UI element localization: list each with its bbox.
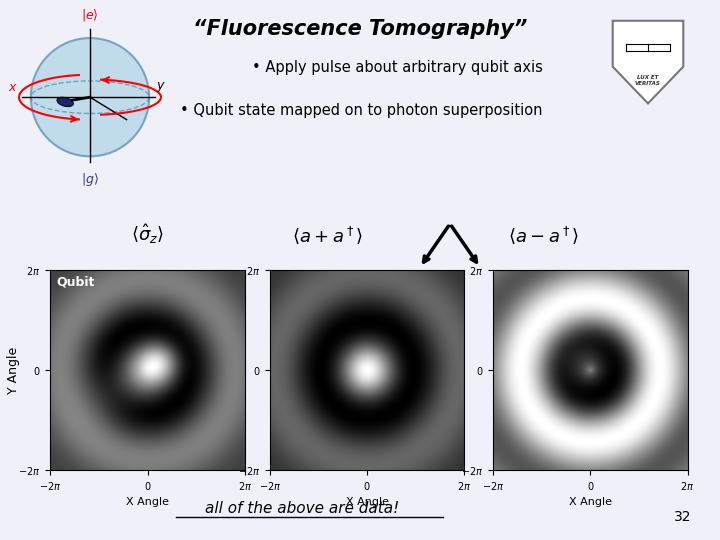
Text: • Qubit state mapped on to photon superposition: • Qubit state mapped on to photon superp… <box>180 103 542 118</box>
X-axis label: X Angle: X Angle <box>126 497 169 507</box>
Text: $x$: $x$ <box>8 81 18 94</box>
Text: $|g\rangle$: $|g\rangle$ <box>81 171 99 188</box>
Text: Qubit: Qubit <box>56 276 94 289</box>
Text: all of the above are data!: all of the above are data! <box>205 501 400 516</box>
X-axis label: X Angle: X Angle <box>569 497 612 507</box>
Text: $y$: $y$ <box>156 80 166 94</box>
Ellipse shape <box>57 97 73 106</box>
Circle shape <box>31 38 149 157</box>
Text: $\langle a-a^\dagger \rangle$: $\langle a-a^\dagger \rangle$ <box>508 225 579 246</box>
Text: • Apply pulse about arbitrary qubit axis: • Apply pulse about arbitrary qubit axis <box>252 60 543 76</box>
Text: Y Angle: Y Angle <box>7 346 20 394</box>
Text: $\langle \hat{\sigma}_z \rangle$: $\langle \hat{\sigma}_z \rangle$ <box>131 222 164 246</box>
Text: $\langle a+a^\dagger \rangle$: $\langle a+a^\dagger \rangle$ <box>292 225 363 246</box>
Polygon shape <box>613 21 683 103</box>
Text: 32: 32 <box>674 510 691 524</box>
Text: $|e\rangle$: $|e\rangle$ <box>81 7 99 23</box>
Text: LUX ET
VERITAS: LUX ET VERITAS <box>635 75 661 86</box>
Text: “Fluorescence Tomography”: “Fluorescence Tomography” <box>193 19 527 39</box>
X-axis label: X Angle: X Angle <box>346 497 389 507</box>
